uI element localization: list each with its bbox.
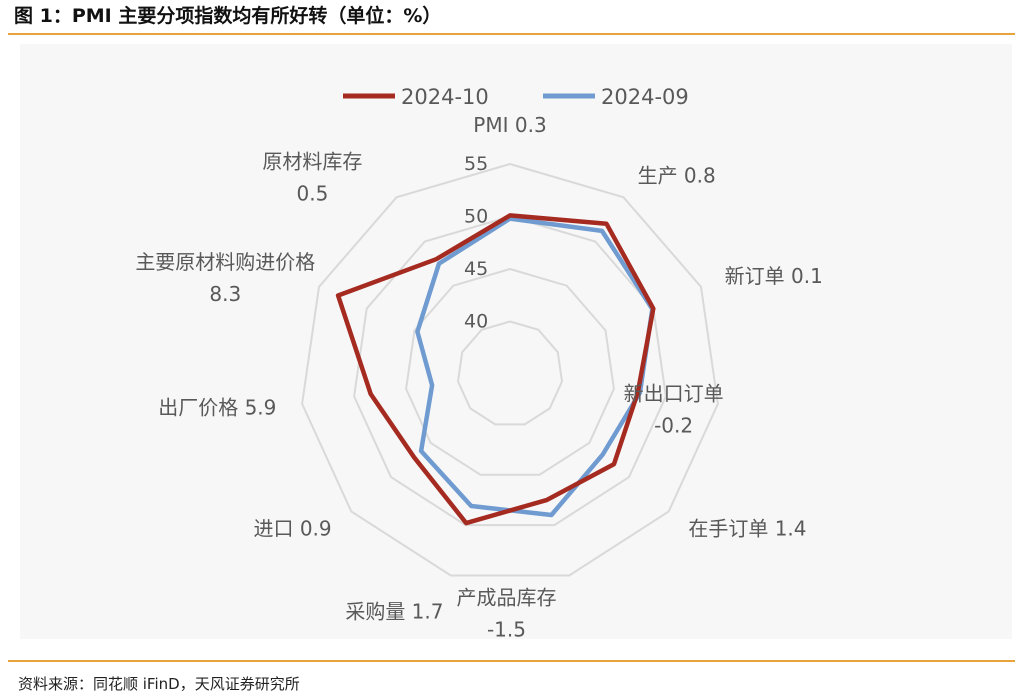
legend-item-2024-09[interactable]: 2024-09 — [543, 85, 689, 109]
top-divider — [8, 33, 1015, 35]
grid-ring-50 — [353, 215, 667, 527]
radar-series — [335, 213, 656, 526]
grid-ring-55 — [301, 162, 719, 577]
source-note: 资料来源：同花顺 iFinD，天风证券研究所 — [18, 675, 300, 693]
category-label: 新出口订单-0.2 — [624, 382, 724, 438]
grid-ring-40 — [456, 320, 564, 426]
radial-tick-label: 50 — [464, 206, 488, 228]
figure-title: 图 1：PMI 主要分项指数均有所好转（单位：%） — [14, 5, 442, 27]
category-label: 在手订单 1.4 — [688, 517, 806, 541]
category-label: 产成品库存-1.5 — [456, 585, 556, 639]
radial-tick-label: 45 — [464, 258, 488, 280]
legend-item-2024-10[interactable]: 2024-10 — [343, 85, 489, 109]
category-label: 主要原材料购进价格 8.3 — [135, 250, 315, 306]
category-label: 新订单 0.1 — [725, 264, 823, 288]
chart-panel: 40 45 50 55 PMI 0.3 生产 0.8 新订单 0.1 新出口订单-0.2 在手… — [20, 44, 1012, 639]
series-line-2024-09 — [415, 216, 655, 518]
radial-tick-label: 55 — [464, 153, 488, 175]
radial-tick-label: 40 — [464, 311, 488, 333]
legend[interactable]: 2024-10 2024-09 — [343, 85, 689, 109]
category-label: 原材料库存 0.5 — [262, 149, 362, 205]
legend-label: 2024-10 — [401, 85, 489, 109]
grid-ring-45 — [405, 267, 615, 476]
category-label: 生产 0.8 — [638, 163, 716, 187]
category-label: 采购量 1.7 — [345, 599, 443, 623]
series-line-2024-10 — [335, 213, 656, 526]
category-label: 进口 0.9 — [253, 517, 331, 541]
bottom-divider — [8, 660, 1015, 662]
category-labels: PMI 0.3 生产 0.8 新订单 0.1 新出口订单-0.2 在手订单 1.4 产成品… — [135, 113, 823, 639]
category-label: 出厂价格 5.9 — [158, 396, 276, 420]
radial-tick-labels: 40 45 50 55 — [464, 153, 488, 333]
legend-label: 2024-09 — [601, 85, 689, 109]
radar-chart: 40 45 50 55 PMI 0.3 生产 0.8 新订单 0.1 新出口订单-0.2 在手… — [135, 85, 823, 639]
category-label: PMI 0.3 — [473, 113, 546, 137]
